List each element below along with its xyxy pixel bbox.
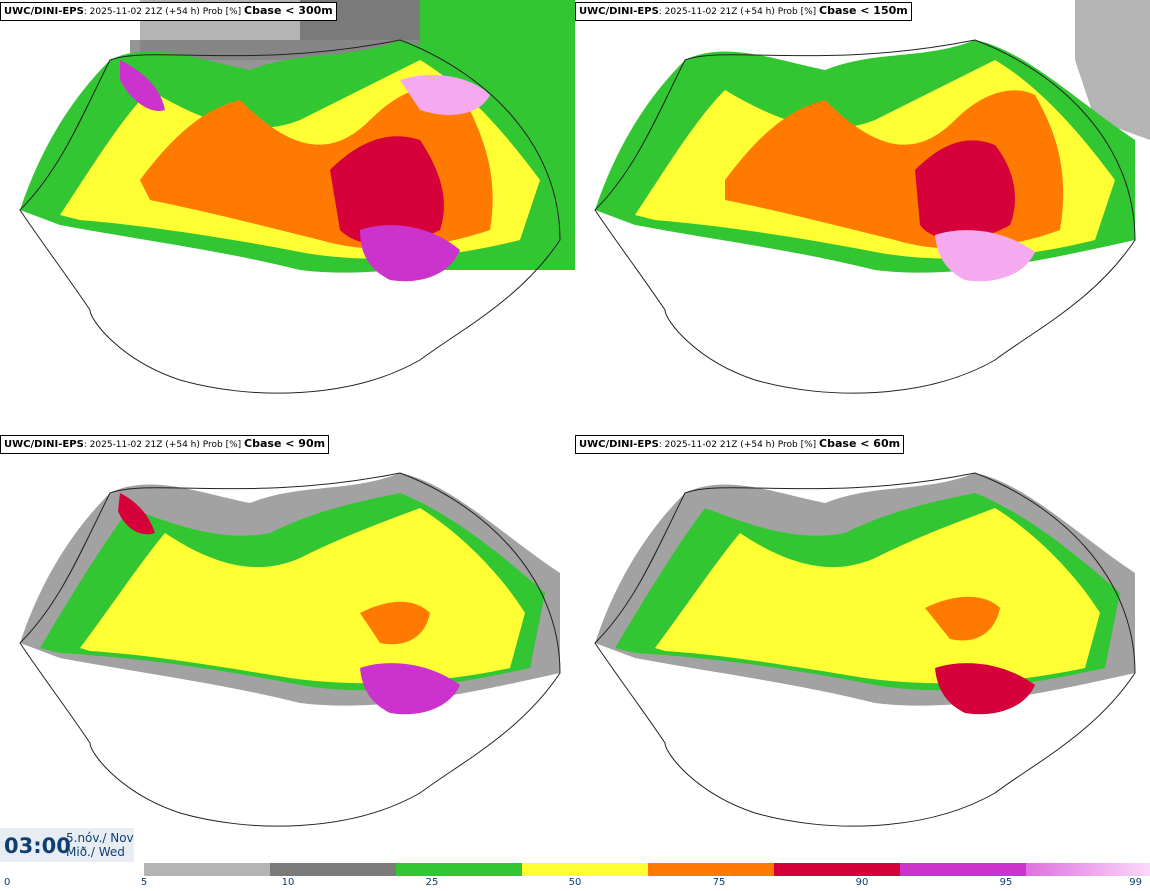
model-name: UWC/DINI-EPS <box>579 439 659 450</box>
probability-map <box>19 472 561 827</box>
valid-time-box: 03:00 5.nóv./ Nov Mið./ Wed <box>0 828 134 862</box>
run-info: : 2025-11-02 21Z (+54 h) Prob [%] <box>658 440 817 450</box>
panel-title: UWC/DINI-EPS: 2025-11-02 21Z (+54 h) Pro… <box>575 2 912 21</box>
panel-title: UWC/DINI-EPS: 2025-11-02 21Z (+54 h) Pro… <box>0 435 330 454</box>
map-panel-60m: UWC/DINI-EPS: 2025-11-02 21Z (+54 h) Pro… <box>575 433 1150 863</box>
panel-title: UWC/DINI-EPS: 2025-11-02 21Z (+54 h) Pro… <box>0 2 337 21</box>
threshold-label: Cbase < 300m <box>244 4 333 17</box>
colorbar-segment <box>647 863 774 876</box>
colorbar-tick-label: 90 <box>855 877 869 888</box>
threshold-label: Cbase < 150m <box>819 4 908 17</box>
colorbar-tick-label: 50 <box>568 877 582 888</box>
model-name: UWC/DINI-EPS <box>4 439 84 450</box>
probability-map <box>594 0 1150 394</box>
run-info: : 2025-11-02 21Z (+54 h) Prob [%] <box>83 440 242 450</box>
colorbar-tick-label: 10 <box>281 877 295 888</box>
colorbar-tick-label: 25 <box>425 877 439 888</box>
date-line-1: 5.nóv./ Nov <box>66 831 134 845</box>
valid-date: 5.nóv./ Nov Mið./ Wed <box>66 831 134 859</box>
threshold-label: Cbase < 90m <box>244 437 326 450</box>
valid-time: 03:00 <box>4 834 71 858</box>
date-line-2: Mið./ Wed <box>66 845 125 859</box>
colorbar-tick-label: 0 <box>4 877 11 888</box>
colorbar-segment <box>269 863 396 876</box>
model-name: UWC/DINI-EPS <box>579 6 659 17</box>
map-panel-300m: UWC/DINI-EPS: 2025-11-02 21Z (+54 h) Pro… <box>0 0 575 430</box>
colorbar-tick-label: 99 <box>1129 877 1142 888</box>
probability-map <box>594 472 1136 827</box>
colorbar-segment <box>144 863 270 876</box>
probability-map <box>19 0 575 394</box>
probability-colorbar <box>144 863 1150 876</box>
map-panel-150m: UWC/DINI-EPS: 2025-11-02 21Z (+54 h) Pro… <box>575 0 1150 430</box>
colorbar-segment <box>1025 863 1150 876</box>
threshold-label: Cbase < 60m <box>819 437 901 450</box>
colorbar-tick-label: 75 <box>712 877 726 888</box>
run-info: : 2025-11-02 21Z (+54 h) Prob [%] <box>658 7 817 17</box>
panel-title: UWC/DINI-EPS: 2025-11-02 21Z (+54 h) Pro… <box>575 435 905 454</box>
model-name: UWC/DINI-EPS <box>4 6 84 17</box>
colorbar-ticks: 0 5 10 25 50 75 90 95 99 <box>0 877 1150 891</box>
colorbar-tick-label: 95 <box>999 877 1013 888</box>
colorbar-segment <box>521 863 648 876</box>
colorbar-tick-label: 5 <box>140 877 148 888</box>
map-panel-90m: UWC/DINI-EPS: 2025-11-02 21Z (+54 h) Pro… <box>0 433 575 863</box>
colorbar-segment <box>773 863 900 876</box>
colorbar-segment <box>899 863 1026 876</box>
run-info: : 2025-11-02 21Z (+54 h) Prob [%] <box>83 7 242 17</box>
colorbar-segment <box>395 863 522 876</box>
